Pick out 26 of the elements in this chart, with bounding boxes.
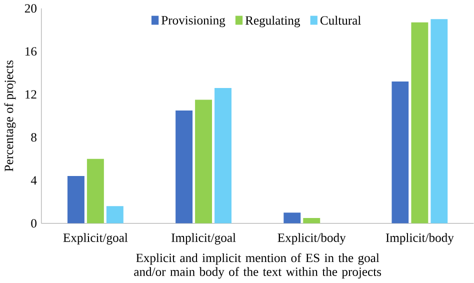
x-tick-label: Explicit/goal xyxy=(63,233,128,245)
bar xyxy=(430,19,448,224)
y-axis-title: Percentage of projects xyxy=(4,60,16,172)
bar xyxy=(195,100,212,224)
x-tick-label: Implicit/body xyxy=(386,233,454,245)
x-tick-label: Explicit/body xyxy=(278,233,346,245)
bar xyxy=(176,110,193,224)
y-tick-label: 16 xyxy=(25,47,37,56)
y-tick-label: 12 xyxy=(25,90,36,99)
legend-label: Provisioning xyxy=(161,16,226,28)
bar xyxy=(214,88,232,224)
y-tick-label: 20 xyxy=(24,4,36,13)
legend-label: Cultural xyxy=(320,16,361,25)
bar xyxy=(106,206,124,224)
legend-label: Regulating xyxy=(245,16,300,28)
bar xyxy=(86,158,104,224)
y-tick-label: 8 xyxy=(31,133,36,142)
y-tick-label: 4 xyxy=(30,176,37,185)
x-axis-title: Explicit and implicit mention of ES in the goal and/or main body of the text within the projects xyxy=(134,253,382,279)
bar xyxy=(67,176,84,224)
x-tick-label: Implicit/goal xyxy=(172,233,236,245)
y-tick-label: 0 xyxy=(31,219,36,228)
bar xyxy=(392,82,409,224)
bar xyxy=(284,212,301,224)
bar xyxy=(411,22,428,224)
bar xyxy=(303,218,320,224)
